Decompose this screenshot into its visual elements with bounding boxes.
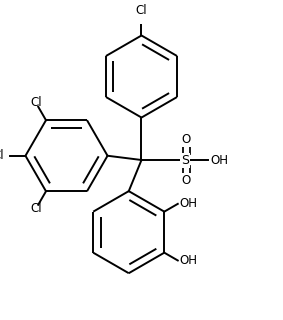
- Text: Cl: Cl: [136, 4, 147, 17]
- Text: OH: OH: [211, 154, 229, 166]
- Text: OH: OH: [179, 197, 198, 210]
- Text: Cl: Cl: [0, 149, 4, 162]
- Text: OH: OH: [179, 254, 198, 267]
- Text: Cl: Cl: [30, 202, 42, 215]
- Text: O: O: [182, 133, 191, 146]
- Text: O: O: [182, 174, 191, 187]
- Text: Cl: Cl: [30, 96, 42, 109]
- Text: S: S: [181, 154, 189, 166]
